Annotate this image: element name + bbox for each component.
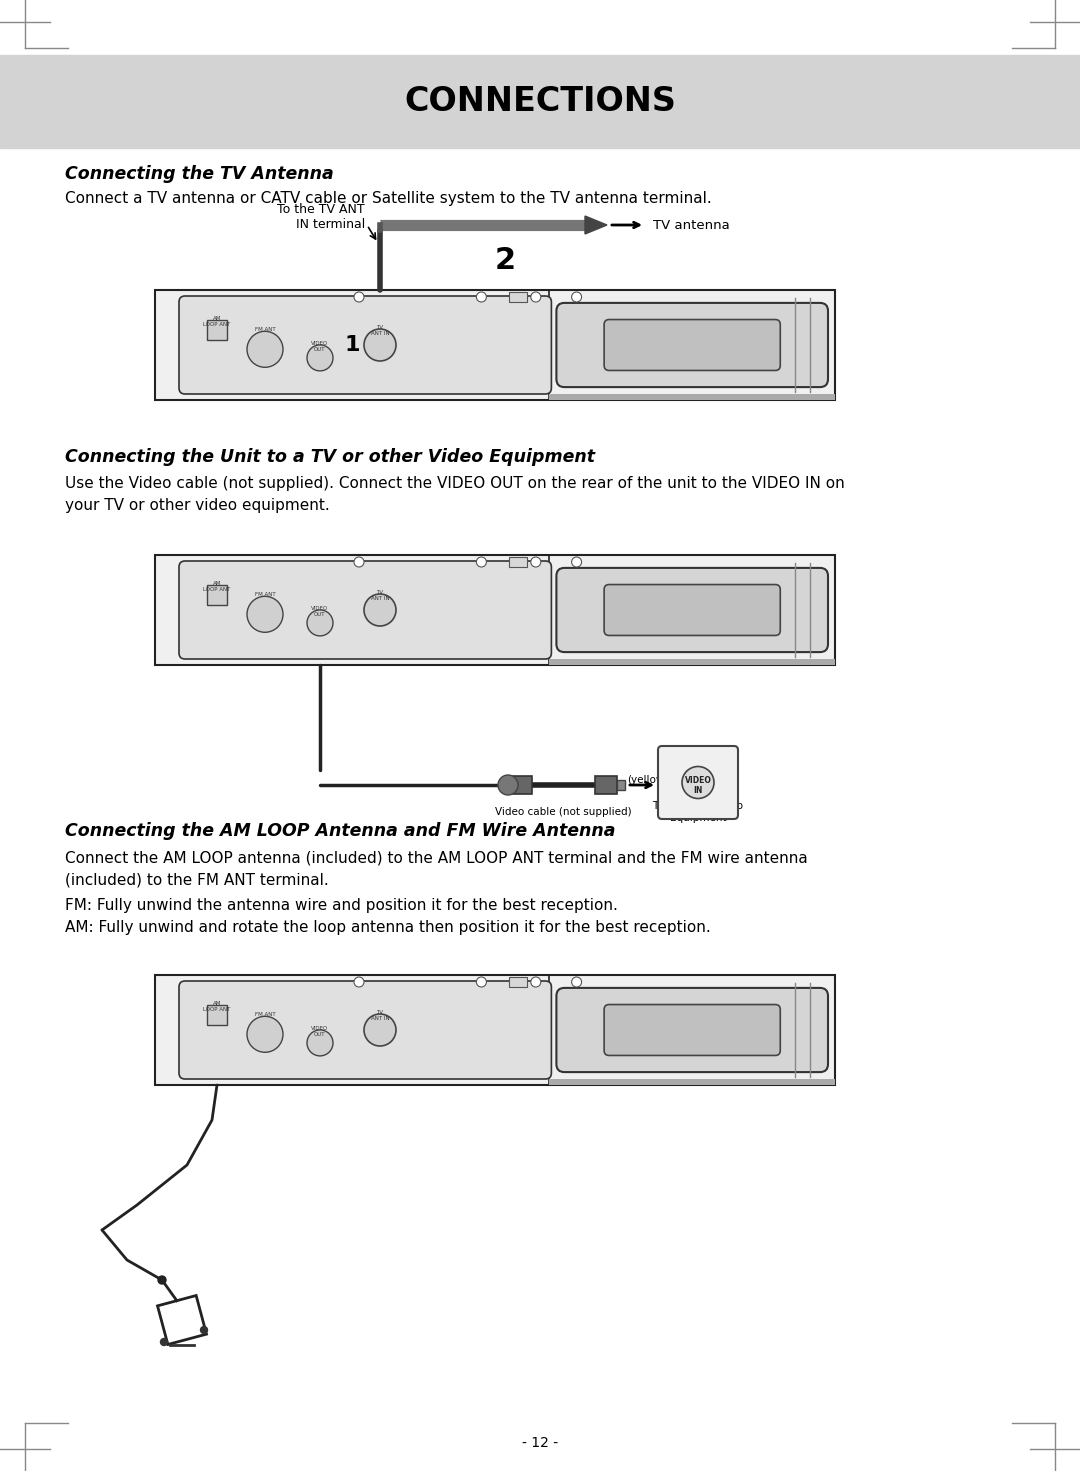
FancyBboxPatch shape (604, 319, 780, 371)
Circle shape (530, 977, 541, 987)
Text: To the TV ANT
IN terminal: To the TV ANT IN terminal (278, 203, 365, 231)
Text: AM
LOOP ANT: AM LOOP ANT (203, 581, 231, 591)
Bar (207, 585, 227, 605)
Circle shape (307, 1030, 333, 1056)
Circle shape (307, 344, 333, 371)
Bar (156, 555, 835, 665)
Text: VIDEO
OUT: VIDEO OUT (311, 606, 328, 616)
Bar (156, 975, 835, 1086)
Text: AM: Fully unwind and rotate the loop antenna then position it for the best recep: AM: Fully unwind and rotate the loop ant… (65, 919, 711, 936)
Bar (550, 659, 835, 665)
FancyBboxPatch shape (179, 981, 552, 1080)
Text: Connecting the Unit to a TV or other Video Equipment: Connecting the Unit to a TV or other Vid… (65, 449, 595, 466)
FancyBboxPatch shape (179, 296, 552, 394)
Text: 1: 1 (345, 335, 360, 355)
Text: VIDEO
OUT: VIDEO OUT (311, 1025, 328, 1037)
Text: FM ANT: FM ANT (255, 593, 275, 597)
Bar (595, 777, 617, 794)
FancyBboxPatch shape (556, 303, 828, 387)
Text: 2: 2 (495, 246, 515, 275)
Text: - 12 -: - 12 - (522, 1436, 558, 1450)
FancyBboxPatch shape (556, 989, 828, 1072)
Circle shape (354, 977, 364, 987)
Circle shape (354, 558, 364, 566)
Circle shape (247, 1016, 283, 1052)
FancyBboxPatch shape (179, 560, 552, 659)
Bar (207, 321, 227, 340)
Text: FM ANT: FM ANT (255, 1012, 275, 1018)
Circle shape (247, 331, 283, 368)
Text: AM
LOOP ANT: AM LOOP ANT (203, 1000, 231, 1012)
Text: VIDEO
IN: VIDEO IN (685, 775, 712, 796)
Text: TV
ANT IN: TV ANT IN (370, 1011, 389, 1021)
Bar (617, 780, 625, 790)
Text: Use the Video cable (not supplied). Connect the VIDEO OUT on the rear of the uni: Use the Video cable (not supplied). Conn… (65, 477, 845, 491)
Bar (156, 290, 835, 400)
Circle shape (247, 596, 283, 633)
Text: TV
ANT IN: TV ANT IN (370, 590, 389, 600)
Circle shape (364, 330, 396, 360)
Bar (550, 394, 835, 400)
Text: (included) to the FM ANT terminal.: (included) to the FM ANT terminal. (65, 872, 328, 887)
Circle shape (161, 1339, 167, 1346)
Text: Connecting the TV Antenna: Connecting the TV Antenna (65, 165, 334, 182)
Circle shape (498, 775, 518, 794)
Circle shape (364, 1014, 396, 1046)
Text: Video cable (not supplied): Video cable (not supplied) (496, 808, 632, 816)
Circle shape (158, 1275, 166, 1284)
Circle shape (201, 1327, 207, 1334)
Bar (509, 558, 527, 566)
Circle shape (571, 977, 582, 987)
Text: Connect a TV antenna or CATV cable or Satellite system to the TV antenna termina: Connect a TV antenna or CATV cable or Sa… (65, 191, 712, 206)
Circle shape (530, 293, 541, 302)
FancyBboxPatch shape (604, 584, 780, 635)
Text: TV
ANT IN: TV ANT IN (370, 325, 389, 335)
Text: Connecting the AM LOOP Antenna and FM Wire Antenna: Connecting the AM LOOP Antenna and FM Wi… (65, 822, 616, 840)
Bar (509, 293, 527, 302)
Text: VIDEO
OUT: VIDEO OUT (311, 341, 328, 352)
Circle shape (530, 558, 541, 566)
FancyBboxPatch shape (556, 568, 828, 652)
Text: CONNECTIONS: CONNECTIONS (404, 85, 676, 118)
Bar (510, 777, 532, 794)
Bar (207, 1005, 227, 1025)
Text: TV or other Video
Equipment: TV or other Video Equipment (652, 802, 743, 822)
Bar (550, 1080, 835, 1086)
Bar (0, 54, 1080, 149)
Circle shape (307, 610, 333, 635)
Text: FM ANT: FM ANT (255, 328, 275, 332)
Text: (yellow): (yellow) (627, 775, 669, 786)
FancyBboxPatch shape (604, 1005, 780, 1056)
Bar (502, 780, 510, 790)
Text: your TV or other video equipment.: your TV or other video equipment. (65, 499, 329, 513)
Text: AM
LOOP ANT: AM LOOP ANT (203, 316, 231, 327)
Circle shape (476, 558, 486, 566)
Text: TV antenna: TV antenna (653, 219, 730, 231)
FancyBboxPatch shape (658, 746, 738, 819)
Text: Connect the AM LOOP antenna (included) to the AM LOOP ANT terminal and the FM wi: Connect the AM LOOP antenna (included) t… (65, 850, 808, 865)
Circle shape (571, 558, 582, 566)
Circle shape (364, 594, 396, 627)
Circle shape (354, 293, 364, 302)
Text: FM: Fully unwind the antenna wire and position it for the best reception.: FM: Fully unwind the antenna wire and po… (65, 897, 618, 913)
Bar (509, 977, 527, 987)
Circle shape (571, 293, 582, 302)
Circle shape (476, 293, 486, 302)
Circle shape (681, 766, 714, 799)
Polygon shape (585, 216, 607, 234)
Circle shape (476, 977, 486, 987)
